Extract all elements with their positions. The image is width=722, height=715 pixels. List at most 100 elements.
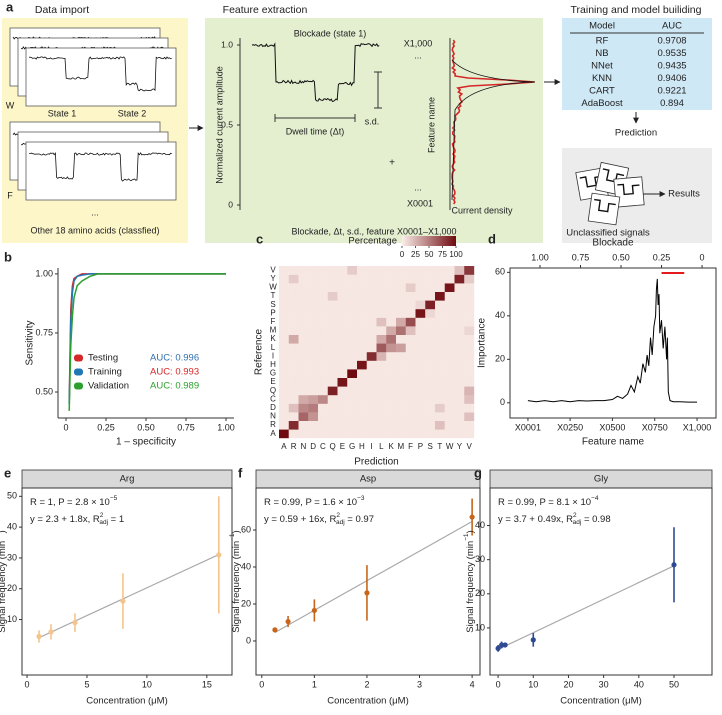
y-tick-label: T [271,291,276,300]
heat-cell [308,291,319,301]
heat-cell [386,369,397,378]
heat-cell [308,352,319,361]
heat-cell [337,403,348,413]
heat-cell [435,420,445,430]
heat-cell [415,291,426,301]
label: X0001 [407,198,433,208]
label: Current density [451,205,513,215]
label: Other 18 amino acids (classfied) [30,225,159,235]
heat-cell [405,326,416,335]
heat-cell [454,412,465,421]
heat-cell [327,412,338,421]
x-tick-label: 15 [202,679,212,689]
x-tick-label: X0750 [642,422,668,432]
heat-cell [396,412,406,421]
heat-cell [279,420,289,430]
heat-cell [366,334,377,344]
panel-label: d [488,231,496,246]
heat-cell [357,283,367,292]
heat-cell [318,429,328,439]
heat-cell [435,412,445,421]
heat-cell [366,429,377,439]
box-title: Data import [35,4,89,16]
x-tick-label: I [371,442,373,451]
x-tick-label: 0 [496,679,501,689]
heat-cell [425,386,436,396]
y-tick-label: 60 [241,524,251,534]
heat-cell [347,403,358,413]
heat-cell [405,291,416,301]
table-cell: 0.9535 [657,48,686,59]
text-part-sup: −3 [357,495,365,502]
heat-cell [318,283,328,292]
heat-cell [279,429,289,439]
heat-cell [425,309,436,318]
heat-cell [435,369,445,378]
x-tick-label: 0.25 [653,252,671,262]
y-tick-label: N [270,412,276,421]
heat-cell [454,326,465,335]
heat-cell [347,386,358,396]
heat-cell [357,352,367,361]
plot-frame [489,487,713,676]
label: Normalized current amplitude [214,66,224,184]
heat-cell [464,412,475,421]
heat-cell [279,334,289,344]
heat-cell [288,377,299,387]
box-title: Training and model builiding [571,4,702,16]
heat-cell [386,429,397,439]
x-tick-label: M [398,442,405,451]
x-tick-label: 0.50 [612,252,630,262]
heat-cell [376,317,387,327]
x-tick-label: P [418,442,423,451]
table-cell: 0.894 [660,98,684,109]
heat-cell [288,274,299,284]
heat-cell [415,429,426,439]
heat-cell [386,291,397,301]
heat-cell [279,352,289,361]
point [469,514,475,520]
heat-cell [464,352,475,361]
heat-cell [318,369,328,378]
heat-cell [288,395,299,404]
heat-cell [279,300,289,310]
heat-cell [327,317,338,327]
y-tick-label: 20 [495,354,505,364]
heat-cell [396,317,406,327]
heat-cell [366,403,377,413]
heat-cell [415,369,426,378]
heat-cell [396,274,406,284]
colorbar-tick-label: 50 [425,250,434,259]
heat-cell [327,291,338,301]
heat-cell [415,420,426,430]
trace [251,42,380,102]
heat-cell [279,274,289,284]
heat-cell [279,326,289,335]
plot-frame [509,267,717,419]
heat-cell [425,266,436,275]
heat-cell [435,266,445,275]
heat-cell [298,266,309,275]
heat-cell [337,412,348,421]
heat-cell [279,291,289,301]
heat-cell [444,352,455,361]
y-tick-label: E [270,377,275,386]
x-axis-label: 1 – specificity [116,437,176,448]
y-tick-label: D [270,403,276,412]
heat-cell [444,343,455,353]
label: State 2 [118,108,147,118]
heat-cell [347,377,358,387]
heat-cell [288,369,299,378]
heat-cell [347,343,358,353]
heat-cell [318,412,328,421]
heat-cell [327,395,338,404]
panel-label: f [238,465,243,480]
label: State 1 [48,108,77,118]
table-cell: 0.9221 [657,86,686,97]
heat-cell [308,274,319,284]
legend-label: Training [88,367,122,378]
heat-cell [405,300,416,310]
heat-cell [454,317,465,327]
heat-cell [347,334,358,344]
table-cell: CART [589,86,615,97]
